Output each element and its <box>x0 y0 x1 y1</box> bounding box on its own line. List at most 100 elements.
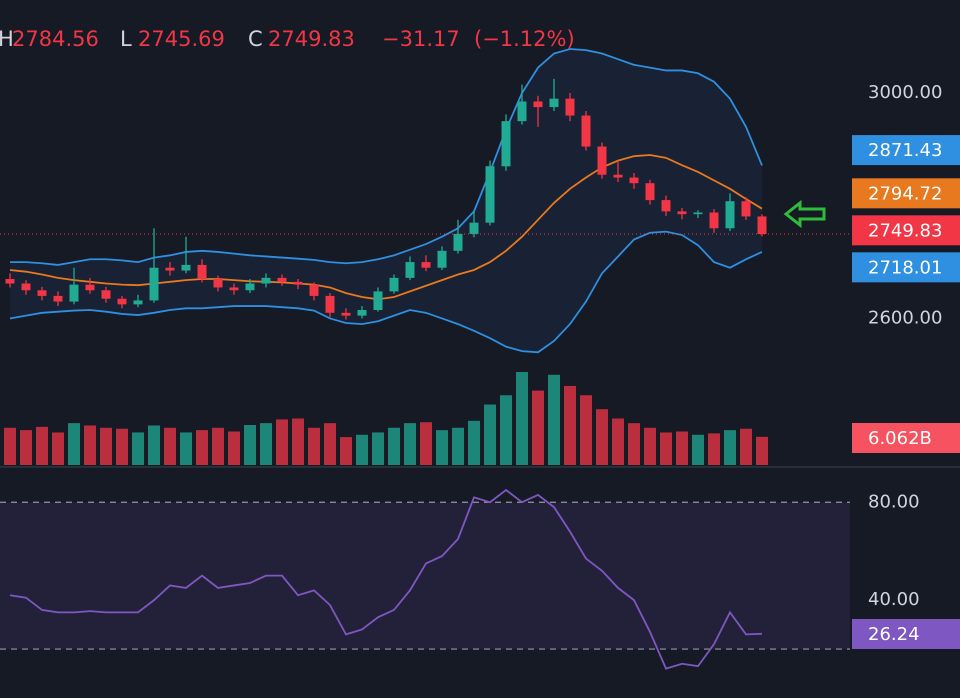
volume-bar <box>212 427 224 465</box>
candle-body <box>197 264 207 279</box>
volume-bar <box>548 374 560 465</box>
candle-body <box>501 121 511 167</box>
candle-body <box>437 250 447 268</box>
volume-bar <box>740 428 752 465</box>
candle-body <box>645 183 655 201</box>
header-change: −31.17 <box>382 27 460 51</box>
volume-bar <box>628 423 640 465</box>
header-value: 2745.69 <box>138 27 225 51</box>
volume-bar <box>596 409 608 465</box>
candle-body <box>581 115 591 147</box>
volume-bar <box>724 430 736 465</box>
price-badge <box>852 135 960 166</box>
volume-bar <box>148 425 160 465</box>
candle-body <box>453 233 463 251</box>
candle-body <box>421 262 431 268</box>
band-line-upper <box>10 48 763 266</box>
volume-bar <box>228 431 240 465</box>
candle-body <box>661 200 671 212</box>
y-tick-label: 40.00 <box>868 589 920 610</box>
candle-body <box>405 262 415 278</box>
y-tick-label: 3000.00 <box>868 82 942 103</box>
candle-body <box>69 284 79 302</box>
candle-body <box>693 212 703 215</box>
price-badge <box>852 178 960 209</box>
candle-body <box>709 212 719 229</box>
candle-body <box>213 279 223 288</box>
price-badge <box>852 619 960 649</box>
candle-body <box>677 211 687 215</box>
volume-bar <box>372 432 384 465</box>
price-badge-label: 2718.01 <box>868 257 942 278</box>
volume-bar <box>116 428 128 465</box>
candle-body <box>469 222 479 234</box>
volume-bar <box>180 432 192 465</box>
volume-bar <box>340 437 352 465</box>
candle-body <box>165 267 175 271</box>
candle-body <box>5 279 15 284</box>
plot: 3000.00 2600.00 80.00 40.00 2871.43 2794.72 27… <box>0 27 960 670</box>
volume-bar <box>468 420 480 465</box>
candle-body <box>757 216 767 235</box>
candle-body <box>21 283 31 291</box>
volume-bar <box>276 419 288 465</box>
y-tick-label: 2600.00 <box>868 307 942 328</box>
price-badge-label: 2871.43 <box>868 140 942 161</box>
price-badge-label: 26.24 <box>868 624 920 645</box>
volume-bar <box>612 418 624 465</box>
candle-body <box>229 287 239 291</box>
rsi-line <box>9 488 763 670</box>
volume-bar <box>324 423 336 465</box>
candle-body <box>597 146 607 175</box>
price-badge-label: 2749.83 <box>868 220 942 241</box>
volume-bar <box>420 422 432 465</box>
volume-bar <box>676 431 688 465</box>
volume-bar <box>692 434 704 465</box>
candle-body <box>277 277 287 282</box>
volume-bar <box>436 430 448 465</box>
price-badge <box>852 423 960 453</box>
candle-body <box>101 290 111 299</box>
volume-bar <box>660 432 672 465</box>
header-change-pct: (−1.12%) <box>474 27 575 51</box>
candle-body <box>325 295 335 313</box>
price-badge <box>852 252 960 283</box>
price-badge <box>852 215 960 246</box>
header-value: 2749.83 <box>268 27 355 51</box>
band-line-basis <box>9 154 763 301</box>
candle-body <box>373 291 383 310</box>
volume-bar <box>4 427 16 465</box>
volume-bar <box>52 432 64 465</box>
arrow-annotation <box>783 199 826 229</box>
volume-bar <box>68 423 80 465</box>
candle-body <box>357 310 367 316</box>
volume-bar <box>516 372 528 465</box>
volume-bar <box>452 427 464 465</box>
volume-bar <box>100 427 112 465</box>
header-value: 2784.56 <box>12 27 99 51</box>
volume-bar <box>564 385 576 465</box>
volume-bar <box>244 425 256 465</box>
candle-body <box>629 177 639 184</box>
y-tick-label: 80.00 <box>868 491 920 512</box>
volume-bar <box>484 404 496 465</box>
candle-body <box>741 201 751 217</box>
volume-bar <box>260 423 272 465</box>
header-label: C <box>248 27 263 51</box>
candle-body <box>293 281 303 285</box>
candle-body <box>53 295 63 302</box>
volume-bar <box>756 436 768 465</box>
volume-bar <box>164 427 176 465</box>
candle-body <box>117 298 127 305</box>
candle-body <box>533 101 543 108</box>
candle-body <box>485 166 495 223</box>
candle-body <box>37 290 47 296</box>
volume-bar <box>532 390 544 465</box>
volume-bar <box>20 430 32 465</box>
candle-body <box>261 277 271 284</box>
price-badge-label: 6.062B <box>868 428 932 449</box>
candle-body <box>85 284 95 291</box>
volume-bar <box>36 426 48 465</box>
